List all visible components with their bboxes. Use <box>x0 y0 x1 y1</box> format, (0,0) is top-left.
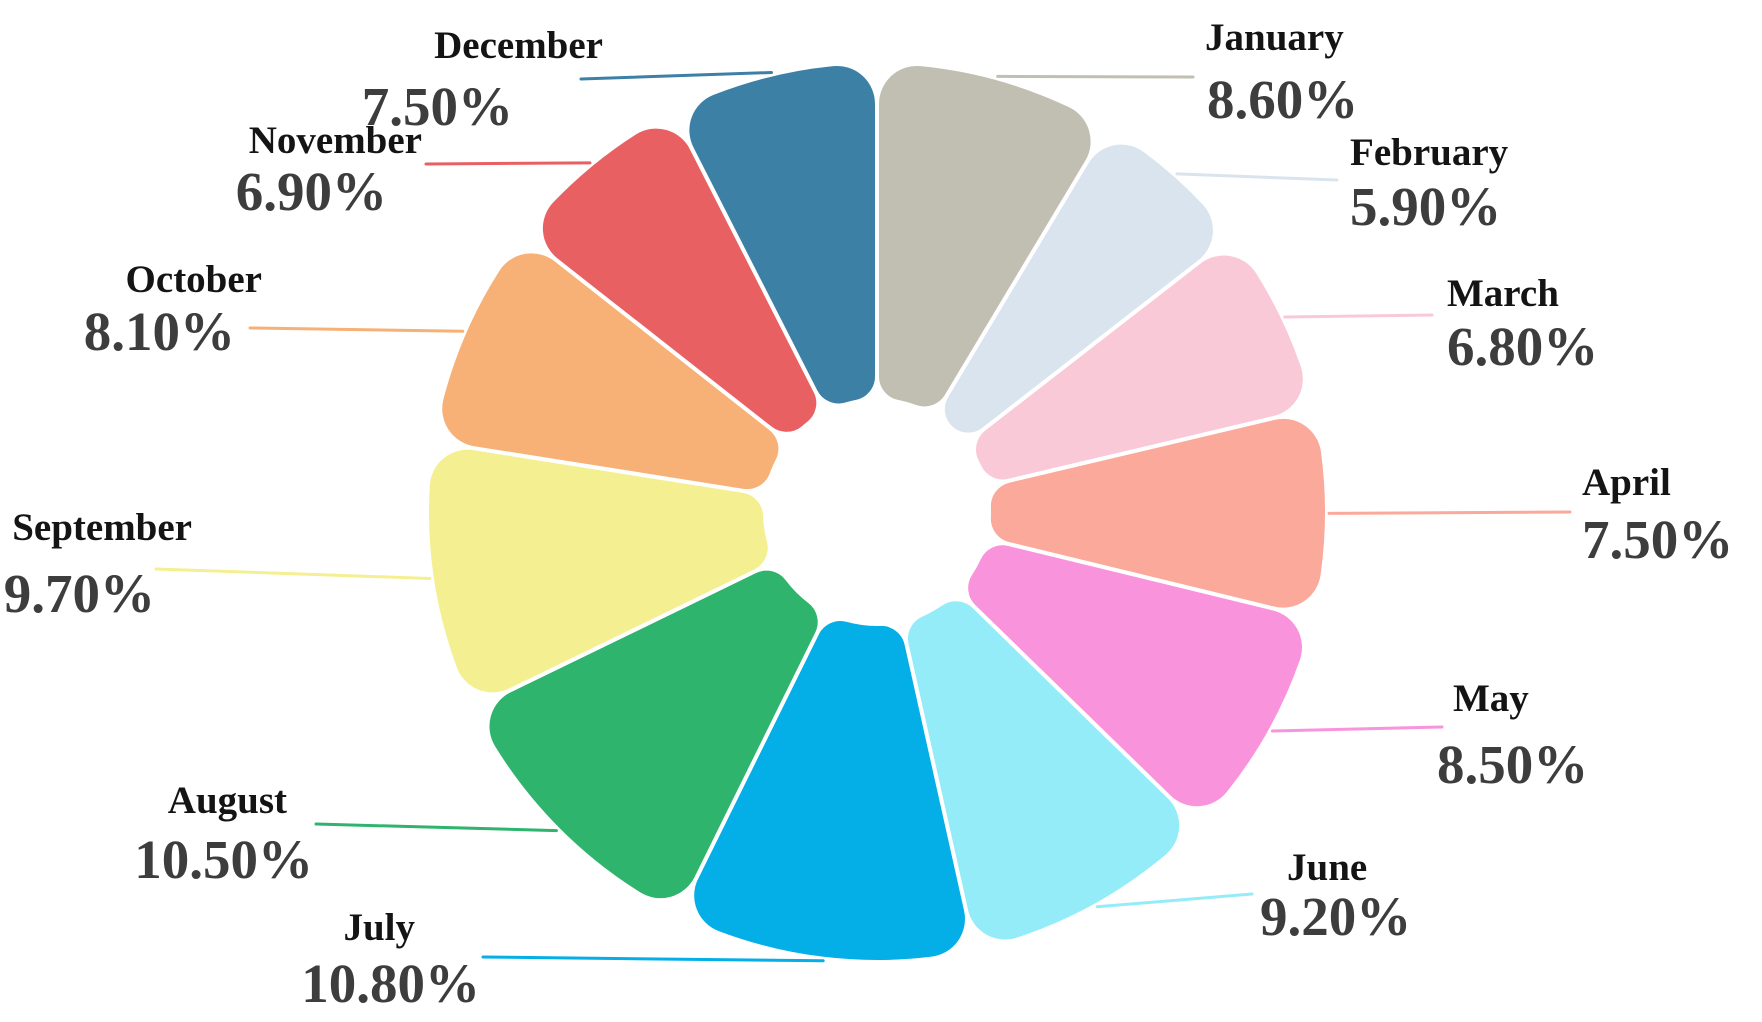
label-line-june <box>1095 892 1254 909</box>
label-pct-march: 6.80% <box>1447 316 1598 377</box>
pie-slice-may[interactable] <box>964 541 1306 811</box>
label-month-december: December <box>434 24 603 67</box>
pie-slice-october[interactable] <box>438 249 783 494</box>
pie-slice-june[interactable] <box>903 597 1184 944</box>
label-month-april: April <box>1582 461 1671 504</box>
label-line-july <box>481 955 825 963</box>
label-line-november <box>424 161 592 166</box>
label-pct-february: 5.90% <box>1350 176 1501 237</box>
pie-slices-group <box>425 61 1329 964</box>
label-month-january: January <box>1205 16 1344 59</box>
label-month-november: November <box>249 119 422 162</box>
label-pct-december: 7.50% <box>362 76 513 137</box>
label-pct-january: 8.60% <box>1207 69 1358 130</box>
pie-slice-april[interactable] <box>986 414 1329 612</box>
label-line-april <box>1327 510 1572 515</box>
label-pct-october: 8.10% <box>84 301 235 362</box>
pie-slice-december[interactable] <box>685 61 879 408</box>
label-month-march: March <box>1447 272 1559 315</box>
label-pct-april: 7.50% <box>1582 509 1733 570</box>
pie-slice-july[interactable] <box>690 617 969 964</box>
label-lines-group <box>154 70 1572 963</box>
pie-slice-february[interactable] <box>940 140 1217 437</box>
label-pct-november: 6.90% <box>236 161 387 222</box>
pie-slice-september[interactable] <box>425 445 772 697</box>
label-month-february: February <box>1350 131 1509 174</box>
label-line-august <box>314 822 558 833</box>
label-month-august: August <box>168 779 287 822</box>
pie-slice-march[interactable] <box>972 251 1307 484</box>
label-pct-august: 10.50% <box>134 829 313 890</box>
pie-slice-november[interactable] <box>538 124 821 436</box>
label-pct-september: 9.70% <box>4 563 155 624</box>
pie-slice-august[interactable] <box>485 566 822 903</box>
label-line-may <box>1270 725 1444 733</box>
label-line-october <box>248 326 465 333</box>
label-line-march <box>1283 313 1434 319</box>
label-month-june: June <box>1287 846 1367 889</box>
label-line-december <box>579 70 773 81</box>
label-line-january <box>996 74 1195 79</box>
label-month-may: May <box>1453 677 1529 720</box>
label-line-february <box>1175 172 1339 182</box>
label-line-september <box>154 567 432 580</box>
label-month-september: September <box>12 506 192 549</box>
pie-slice-january[interactable] <box>875 61 1095 411</box>
label-month-october: October <box>126 258 262 301</box>
label-pct-june: 9.20% <box>1260 886 1411 947</box>
label-pct-may: 8.50% <box>1437 734 1588 795</box>
label-month-july: July <box>343 906 415 949</box>
label-pct-july: 10.80% <box>301 953 480 1014</box>
